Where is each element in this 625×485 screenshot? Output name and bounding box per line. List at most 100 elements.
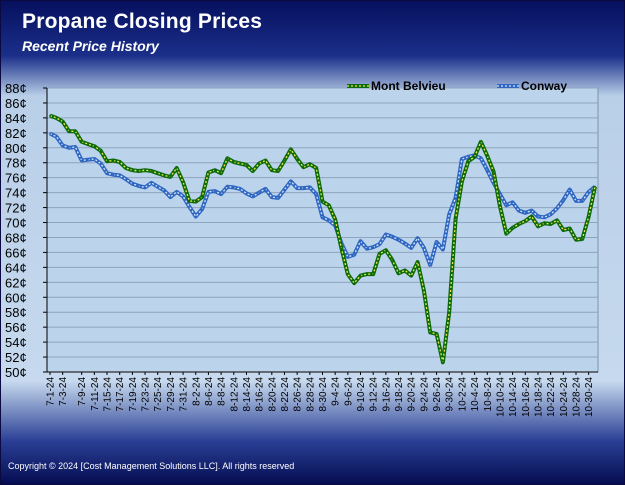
data-point	[378, 243, 381, 246]
data-point	[429, 264, 432, 266]
x-tick-label: 10-22-24	[546, 377, 557, 417]
data-point	[55, 117, 58, 119]
data-point	[416, 261, 419, 263]
data-point	[61, 120, 64, 123]
legend-mont-belvieu: Mont Belvieu	[347, 79, 446, 93]
data-point	[258, 191, 260, 194]
y-tick-label: 70¢	[5, 216, 27, 231]
data-point	[175, 167, 178, 169]
data-point	[353, 253, 356, 256]
data-point	[530, 215, 533, 218]
data-point	[530, 209, 533, 212]
y-tick-label: 74¢	[5, 186, 27, 201]
data-point	[201, 208, 204, 211]
y-tick-label: 54¢	[5, 335, 27, 350]
x-tick-label: 10-2-24	[457, 377, 468, 412]
data-point	[467, 160, 470, 163]
data-point	[296, 187, 299, 190]
data-point	[137, 185, 140, 187]
data-point	[194, 200, 197, 203]
y-tick-label: 86¢	[5, 96, 27, 111]
x-tick-label: 7-23-24	[141, 377, 152, 412]
data-point	[410, 247, 413, 249]
x-axis: 7-1-24 7-3-24 7-9-24 7-11-24 7-15-24 7-17-24 7…	[46, 372, 595, 417]
data-point	[182, 181, 185, 184]
data-point	[346, 256, 349, 258]
data-point	[518, 209, 520, 212]
y-tick-label: 64¢	[5, 260, 27, 275]
y-tick-label: 84¢	[5, 111, 27, 126]
data-point	[442, 248, 444, 251]
data-point	[543, 222, 546, 225]
data-point	[220, 172, 223, 175]
data-point	[226, 157, 229, 160]
data-point	[226, 185, 229, 188]
data-point	[175, 191, 178, 193]
data-point	[340, 247, 343, 250]
data-point	[486, 169, 489, 172]
data-point	[182, 195, 185, 198]
data-point	[581, 200, 584, 202]
legend: Mont Belvieu Conway	[347, 79, 567, 93]
data-point	[93, 158, 96, 160]
y-tick-label: 58¢	[5, 305, 27, 320]
data-point	[232, 161, 235, 163]
data-point	[391, 259, 394, 261]
data-point	[68, 130, 70, 133]
data-point	[80, 140, 83, 143]
x-tick-label: 9-10-24	[356, 377, 367, 412]
x-tick-label: 7-9-24	[77, 377, 88, 406]
data-point	[251, 170, 254, 172]
data-point	[131, 169, 134, 172]
x-tick-label: 9-30-24	[445, 377, 456, 412]
y-tick-label: 72¢	[5, 201, 27, 216]
x-tick-label: 7-11-24	[90, 377, 101, 411]
x-tick-label: 9-18-24	[394, 377, 405, 412]
y-tick-label: 88¢	[5, 81, 27, 96]
data-point	[150, 182, 153, 184]
data-point	[213, 169, 216, 172]
x-tick-label: 10-4-24	[470, 377, 481, 412]
x-tick-label: 7-3-24	[58, 377, 69, 406]
data-point	[327, 219, 330, 222]
data-point	[251, 195, 254, 198]
data-point	[258, 162, 260, 165]
x-tick-label: 10-18-24	[533, 377, 544, 417]
data-point	[448, 213, 451, 216]
data-point	[461, 180, 463, 183]
data-point	[150, 170, 153, 172]
data-point	[442, 361, 444, 364]
legend-label: Mont Belvieu	[371, 79, 446, 93]
x-tick-label: 10-16-24	[521, 377, 532, 417]
data-point	[74, 146, 77, 148]
data-point	[480, 140, 482, 143]
data-point	[334, 218, 337, 221]
data-point	[505, 232, 508, 235]
data-point	[93, 145, 96, 148]
data-point	[366, 273, 368, 275]
data-point	[99, 149, 102, 152]
data-point	[188, 200, 191, 202]
data-point	[556, 219, 558, 222]
data-point	[549, 223, 552, 225]
data-point	[213, 190, 216, 193]
data-point	[118, 174, 121, 177]
x-tick-label: 10-8-24	[483, 377, 494, 412]
data-point	[315, 167, 318, 169]
data-point	[429, 331, 432, 334]
data-point	[283, 188, 286, 191]
data-point	[594, 185, 596, 188]
data-point	[49, 114, 51, 117]
data-point	[359, 274, 362, 277]
data-point	[156, 172, 159, 175]
data-point	[562, 229, 565, 231]
data-point	[499, 205, 501, 208]
data-point	[245, 164, 248, 166]
data-point	[308, 186, 311, 189]
data-point	[461, 158, 463, 160]
data-point	[106, 172, 108, 175]
data-point	[397, 238, 400, 241]
x-tick-label: 10-28-24	[571, 377, 582, 417]
data-point	[270, 196, 273, 199]
data-point	[321, 216, 324, 219]
